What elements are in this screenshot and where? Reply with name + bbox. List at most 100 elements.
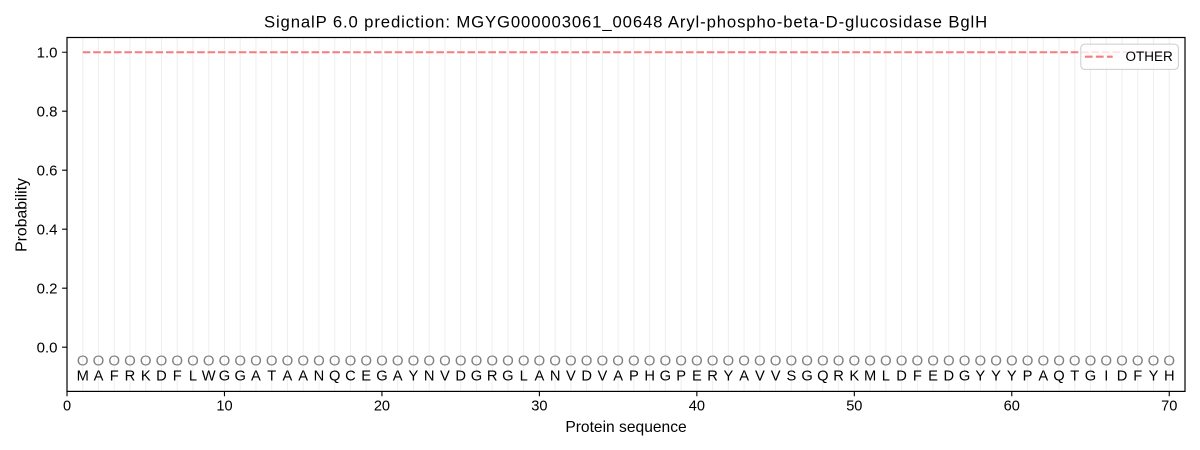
svg-text:20: 20: [374, 398, 390, 414]
svg-text:V: V: [566, 369, 576, 385]
svg-text:L: L: [520, 369, 528, 385]
svg-text:D: D: [896, 369, 907, 385]
svg-text:O: O: [943, 353, 955, 370]
svg-text:O: O: [549, 353, 561, 370]
svg-text:70: 70: [1161, 398, 1177, 414]
svg-text:A: A: [613, 369, 623, 385]
svg-text:G: G: [376, 369, 387, 385]
svg-text:O: O: [990, 353, 1002, 370]
svg-text:0.6: 0.6: [37, 163, 58, 180]
svg-text:O: O: [408, 353, 420, 370]
svg-text:R: R: [125, 369, 136, 385]
svg-text:G: G: [234, 369, 245, 385]
svg-text:O: O: [959, 353, 971, 370]
svg-text:Q: Q: [1053, 369, 1064, 385]
svg-text:O: O: [1148, 353, 1160, 370]
svg-text:V: V: [755, 369, 765, 385]
svg-text:O: O: [911, 353, 923, 370]
svg-text:E: E: [692, 369, 702, 385]
svg-text:H: H: [644, 369, 655, 385]
svg-text:30: 30: [531, 398, 547, 414]
svg-text:G: G: [502, 369, 513, 385]
svg-text:Y: Y: [723, 369, 733, 385]
svg-text:I: I: [1104, 369, 1108, 385]
svg-text:G: G: [219, 369, 230, 385]
svg-text:O: O: [786, 353, 798, 370]
svg-text:O: O: [266, 353, 278, 370]
svg-text:10: 10: [216, 398, 232, 414]
svg-text:O: O: [203, 353, 215, 370]
svg-text:O: O: [234, 353, 246, 370]
svg-text:O: O: [597, 353, 609, 370]
svg-text:A: A: [94, 369, 104, 385]
svg-text:L: L: [882, 369, 890, 385]
svg-text:0.8: 0.8: [37, 104, 58, 121]
svg-text:O: O: [660, 353, 672, 370]
svg-text:O: O: [1100, 353, 1112, 370]
svg-text:O: O: [1006, 353, 1018, 370]
svg-text:O: O: [974, 353, 986, 370]
svg-text:O: O: [187, 353, 199, 370]
svg-text:F: F: [1133, 369, 1142, 385]
svg-text:O: O: [77, 353, 89, 370]
svg-text:F: F: [173, 369, 182, 385]
svg-text:40: 40: [689, 398, 705, 414]
svg-text:O: O: [644, 353, 656, 370]
svg-text:S: S: [786, 369, 796, 385]
svg-text:O: O: [754, 353, 766, 370]
svg-text:O: O: [738, 353, 750, 370]
svg-text:K: K: [141, 369, 151, 385]
svg-text:R: R: [487, 369, 498, 385]
svg-text:0.2: 0.2: [37, 280, 58, 297]
svg-text:D: D: [156, 369, 167, 385]
svg-text:O: O: [392, 353, 404, 370]
svg-text:Q: Q: [329, 369, 340, 385]
svg-text:O: O: [108, 353, 120, 370]
svg-text:A: A: [283, 369, 293, 385]
svg-text:G: G: [660, 369, 671, 385]
svg-text:D: D: [455, 369, 466, 385]
svg-text:0.0: 0.0: [37, 339, 58, 356]
svg-text:D: D: [1117, 369, 1128, 385]
svg-text:OTHER: OTHER: [1126, 49, 1174, 64]
svg-text:O: O: [707, 353, 719, 370]
svg-text:O: O: [691, 353, 703, 370]
svg-text:O: O: [140, 353, 152, 370]
svg-text:O: O: [329, 353, 341, 370]
svg-text:O: O: [833, 353, 845, 370]
svg-text:V: V: [597, 369, 607, 385]
svg-text:O: O: [156, 353, 168, 370]
svg-text:D: D: [943, 369, 954, 385]
svg-text:O: O: [518, 353, 530, 370]
svg-text:F: F: [110, 369, 119, 385]
svg-text:K: K: [849, 369, 859, 385]
svg-text:O: O: [282, 353, 294, 370]
svg-text:E: E: [361, 369, 371, 385]
svg-text:M: M: [864, 369, 876, 385]
svg-text:Y: Y: [1149, 369, 1159, 385]
svg-text:O: O: [817, 353, 829, 370]
svg-text:O: O: [565, 353, 577, 370]
svg-text:O: O: [439, 353, 451, 370]
svg-text:O: O: [250, 353, 262, 370]
svg-text:O: O: [360, 353, 372, 370]
svg-text:O: O: [534, 353, 546, 370]
svg-text:F: F: [913, 369, 922, 385]
svg-text:Y: Y: [1007, 369, 1017, 385]
svg-text:O: O: [1163, 353, 1175, 370]
svg-text:O: O: [1037, 353, 1049, 370]
svg-text:O: O: [1022, 353, 1034, 370]
svg-text:R: R: [833, 369, 844, 385]
svg-text:O: O: [93, 353, 105, 370]
svg-text:O: O: [1053, 353, 1065, 370]
svg-text:N: N: [550, 369, 561, 385]
svg-text:O: O: [864, 353, 876, 370]
svg-text:Q: Q: [817, 369, 828, 385]
svg-text:O: O: [1069, 353, 1081, 370]
svg-text:R: R: [707, 369, 718, 385]
svg-text:O: O: [1132, 353, 1144, 370]
svg-text:V: V: [440, 369, 450, 385]
svg-text:O: O: [345, 353, 357, 370]
svg-text:O: O: [770, 353, 782, 370]
svg-text:O: O: [880, 353, 892, 370]
